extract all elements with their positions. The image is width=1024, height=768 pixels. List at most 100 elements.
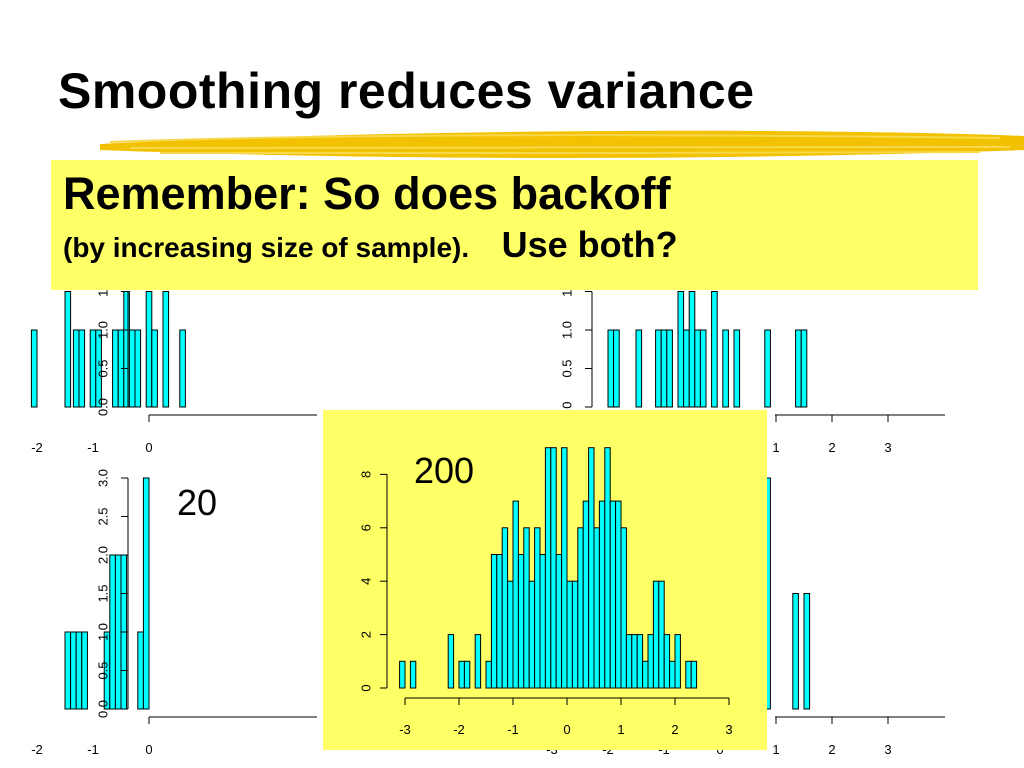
- x-tick-label: 3: [884, 742, 891, 757]
- histogram-bar: [70, 631, 77, 710]
- histogram-bar: [658, 580, 665, 689]
- histogram-bar: [474, 634, 482, 689]
- x-tick-label: 2: [828, 440, 835, 455]
- x-tick-label: -1: [507, 722, 519, 737]
- histogram-bar: [660, 329, 668, 408]
- histogram-bar: [534, 527, 541, 689]
- histogram-bar: [399, 660, 406, 689]
- histogram-bar: [458, 660, 465, 689]
- histogram-bar: [485, 660, 492, 689]
- histogram-bar: [566, 580, 573, 689]
- histogram-bar: [112, 329, 119, 408]
- x-tick-label: -2: [31, 742, 43, 757]
- histogram-bar: [550, 447, 557, 689]
- histogram-bar: [635, 329, 643, 408]
- histogram-bar: [625, 634, 633, 689]
- histogram-bar: [64, 291, 72, 408]
- sample-size-label-20: 20: [177, 482, 218, 523]
- y-tick-label: 4: [358, 578, 373, 585]
- histogram-bar: [800, 329, 808, 408]
- histogram-bar: [711, 291, 718, 408]
- y-tick-label: 2.5: [95, 507, 110, 525]
- histogram-bar: [528, 580, 536, 689]
- histogram-bar: [669, 660, 676, 689]
- y-tick-label: 0.5: [95, 661, 110, 679]
- y-tick-label: 0: [358, 684, 373, 691]
- histogram-bar: [631, 634, 638, 689]
- histogram-bar: [555, 554, 563, 689]
- x-tick-label: -1: [87, 440, 99, 455]
- callout-subline-note: (by increasing size of sample).: [63, 232, 470, 263]
- callout-subline: (by increasing size of sample). Use both…: [63, 224, 966, 266]
- histogram-bar: [620, 527, 627, 689]
- x-tick-label: -2: [31, 440, 43, 455]
- histogram-bar: [598, 500, 606, 689]
- histogram-bar: [128, 329, 136, 408]
- y-tick-label: 1.0: [95, 623, 110, 641]
- histogram-bar: [636, 634, 644, 689]
- histogram-bar: [655, 329, 662, 408]
- histogram-bar: [544, 447, 552, 689]
- histogram-bar: [179, 329, 186, 408]
- y-tick-label: 1.5: [95, 584, 110, 602]
- y-tick-label: 0.5: [95, 359, 110, 377]
- histogram-bar: [463, 660, 471, 689]
- histogram-bar: [722, 329, 729, 408]
- histogram-bar: [607, 329, 615, 408]
- title-underline-brush-stroke: [100, 130, 1024, 158]
- histogram-bar: [647, 634, 654, 689]
- histogram-bar: [517, 554, 525, 689]
- x-tick-label: 0: [145, 440, 152, 455]
- histogram-bar: [145, 291, 153, 408]
- y-tick-label: 1.: [559, 286, 574, 297]
- histogram-bar: [501, 527, 509, 689]
- histogram-bar: [496, 554, 503, 689]
- histogram-bar: [733, 329, 741, 408]
- x-tick-label: 0: [563, 722, 570, 737]
- histogram-bar: [642, 660, 649, 689]
- histogram-bar: [512, 500, 519, 689]
- histogram-bar: [577, 527, 584, 689]
- histogram-bar: [507, 580, 514, 689]
- histogram-bar: [588, 447, 595, 689]
- histogram-bar: [699, 329, 707, 408]
- histogram-bar: [561, 447, 568, 689]
- y-tick-label: 3.0: [95, 469, 110, 487]
- histogram-inset-200: -3 -2 -1 0 1 2 3 0 2 4 6 8: [358, 447, 733, 737]
- y-tick-label: 6: [358, 524, 373, 531]
- histogram-bar: [666, 329, 673, 408]
- y-tick-label: 8: [358, 471, 373, 478]
- histogram-bar: [604, 447, 611, 689]
- histogram-bar: [162, 291, 170, 408]
- x-tick-label: 3: [725, 722, 732, 737]
- histogram-bar: [582, 500, 590, 689]
- histogram-bar: [523, 527, 530, 689]
- x-tick-label: 3: [884, 440, 891, 455]
- histogram-bar: [81, 631, 88, 710]
- histogram-bar: [683, 329, 690, 408]
- histogram-bar: [663, 634, 671, 689]
- histogram-bar: [677, 291, 685, 408]
- y-tick-label: 0.0: [95, 700, 110, 718]
- histogram-bar: [688, 291, 696, 408]
- sample-size-label-200: 200: [414, 450, 475, 491]
- histogram-bar: [571, 580, 579, 689]
- histogram-bar: [78, 329, 86, 408]
- histogram-bar: [114, 554, 122, 710]
- y-tick-label: 1.0: [95, 321, 110, 339]
- histogram-bar: [674, 634, 681, 689]
- callout-headline: Remember: So does backoff: [63, 168, 671, 219]
- histogram-bar: [615, 500, 622, 689]
- histogram-bar: [539, 554, 546, 689]
- histogram-bar: [609, 500, 617, 689]
- histogram-bar: [64, 631, 72, 710]
- histogram-bar: [447, 634, 455, 689]
- slide-title: Smoothing reduces variance: [58, 63, 755, 119]
- inset-histogram-200: -3 -2 -1 0 1 2 3 0 2 4 6 8: [358, 447, 733, 737]
- histogram-bar: [764, 329, 771, 408]
- histogram-bar: [652, 580, 660, 689]
- y-tick-label: 2: [358, 631, 373, 638]
- x-tick-label: -3: [399, 722, 411, 737]
- callout-subline-question: Use both?: [501, 224, 678, 265]
